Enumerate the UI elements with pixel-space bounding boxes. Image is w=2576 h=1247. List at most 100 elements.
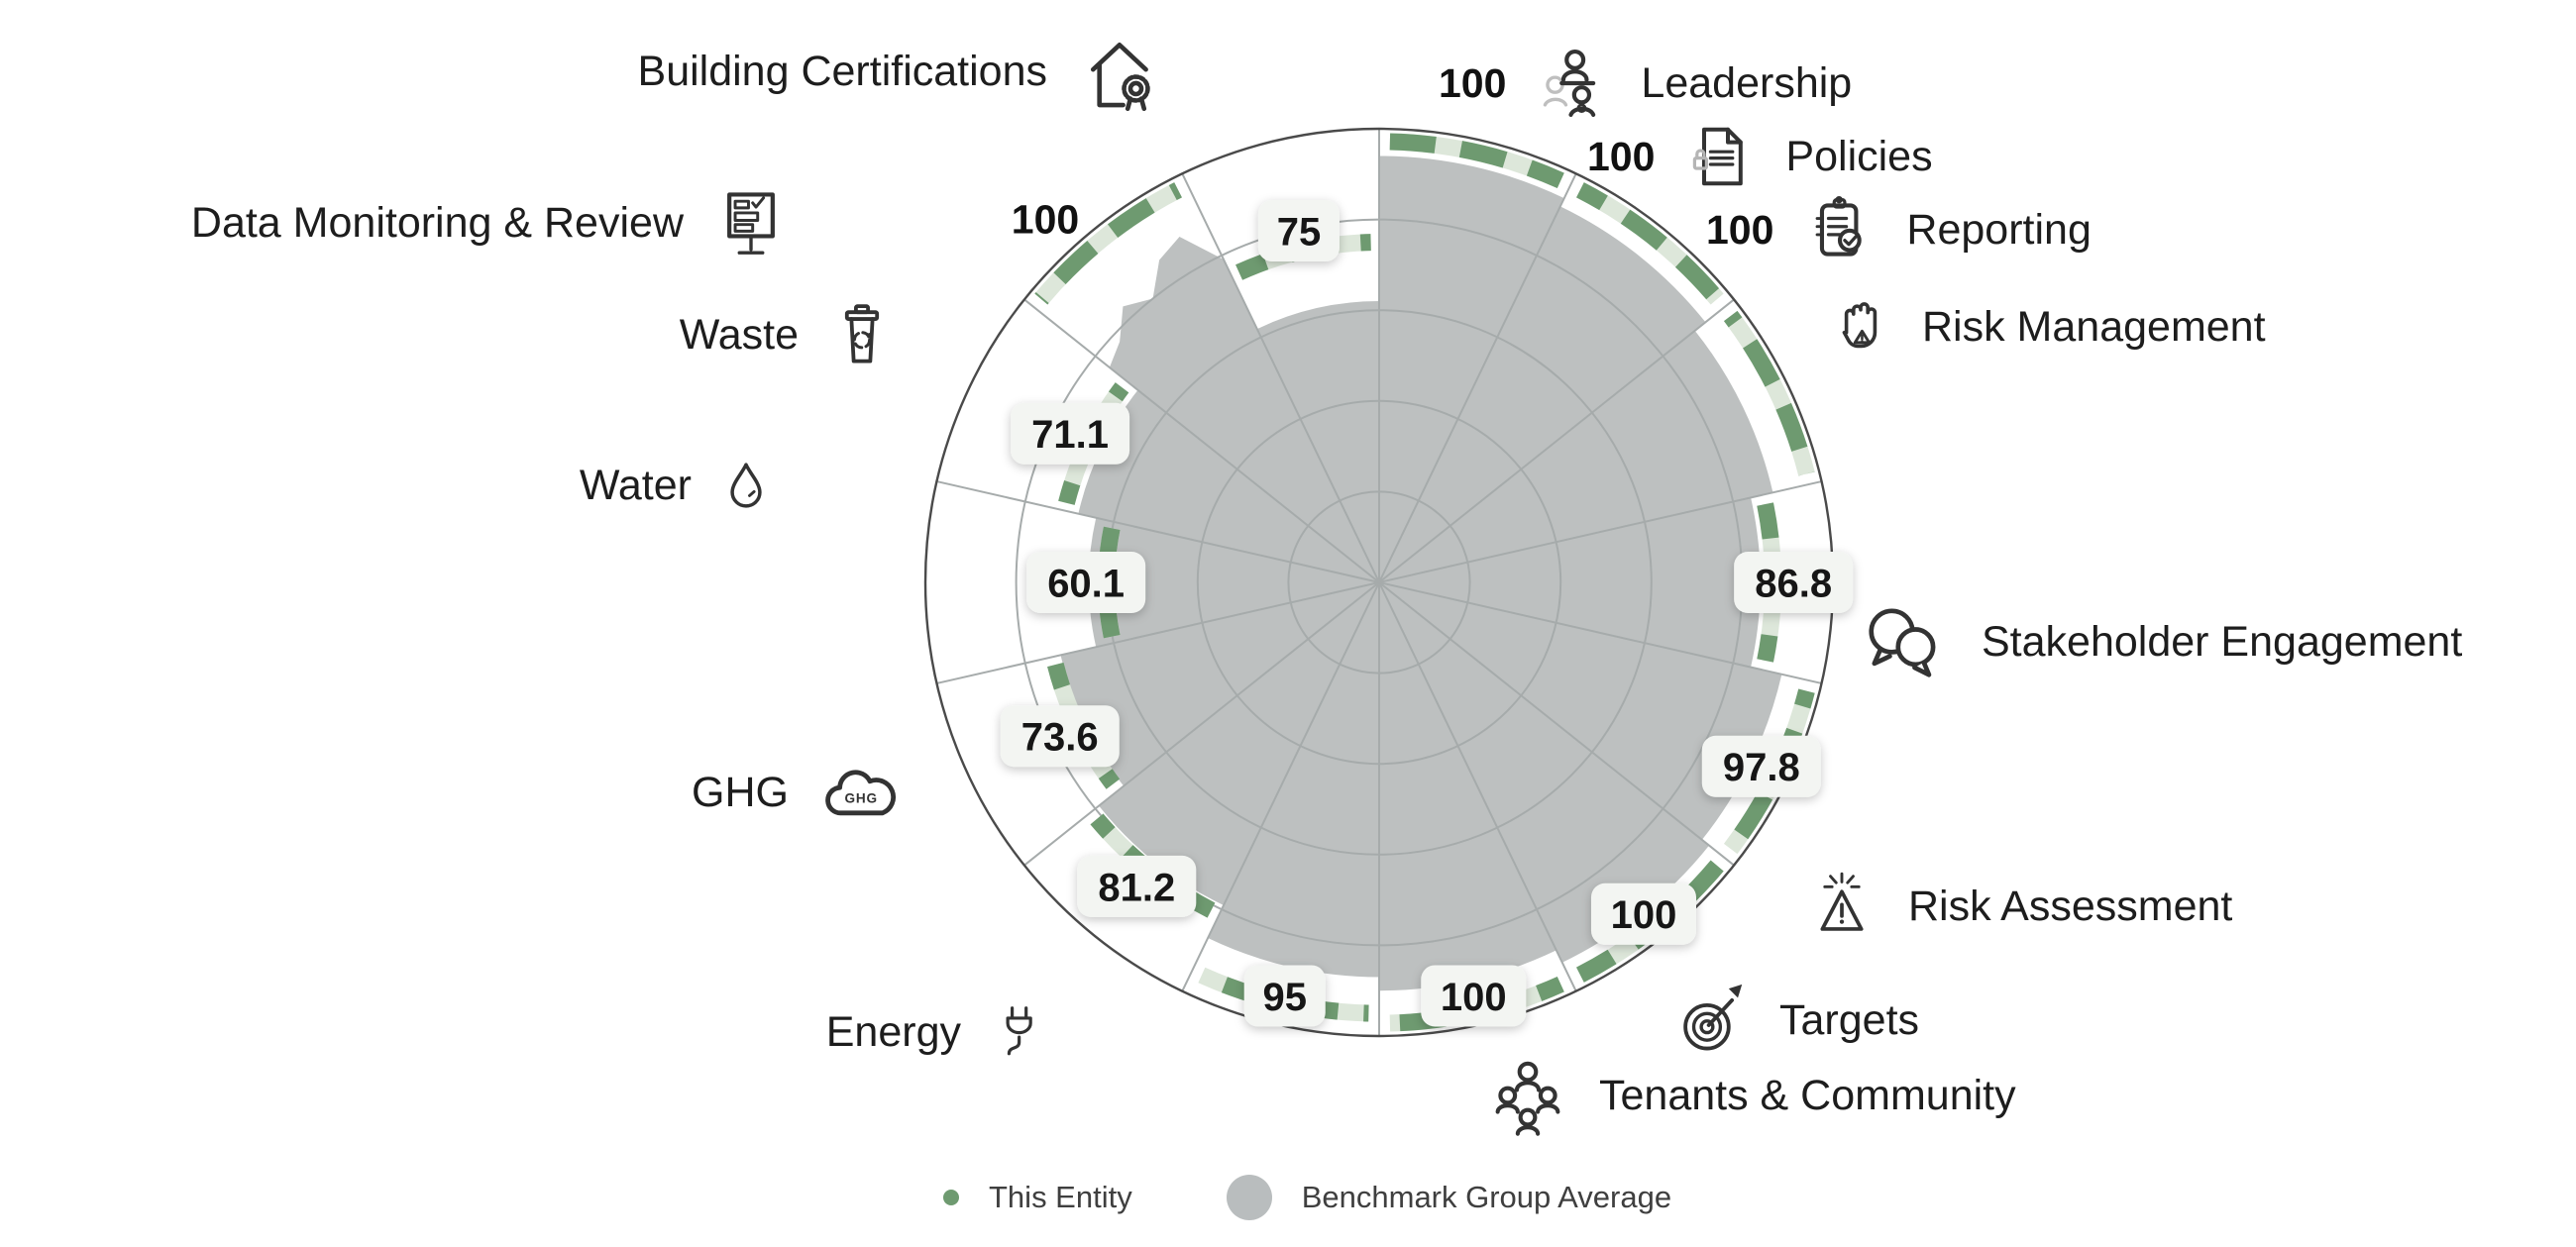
category-row-leadership: 100 Leadership [1439, 42, 1852, 125]
reporting-icon [1799, 189, 1880, 270]
category-row-water: Water [580, 457, 775, 514]
score-chip-value: 81.2 [1098, 866, 1175, 909]
score-chip-value: 60.1 [1047, 562, 1125, 605]
category-row-data-monitoring: Data Monitoring & Review [191, 181, 793, 264]
sector-spoke [1378, 581, 1822, 684]
svg-text:GHG: GHG [845, 790, 878, 805]
benchmark-sector [1379, 582, 1710, 963]
sector-spoke [1181, 172, 1380, 583]
score-chip: 95 [1243, 965, 1326, 1027]
benchmark-sector [1379, 582, 1782, 840]
entity-score-arc [1098, 526, 1121, 639]
benchmark-sector [1088, 517, 1379, 648]
building-certifications-icon [1073, 26, 1164, 117]
category-label: Risk Assessment [1908, 882, 2233, 930]
legend-item-this-entity: This Entity [943, 1180, 1132, 1215]
stakeholder-engagement-icon [1853, 590, 1956, 693]
risk-management-icon [1825, 291, 1896, 363]
category-label: Policies [1785, 132, 1933, 180]
benchmark-sector [1208, 582, 1379, 978]
score-chip-value: 100 [1441, 976, 1507, 1019]
score-chip-value: 71.1 [1031, 413, 1109, 457]
score-chip-value: 95 [1262, 976, 1307, 1019]
score-chip: 75 [1257, 200, 1340, 262]
legend: This Entity Benchmark Group Average [943, 1175, 1671, 1220]
benchmark-sector [1078, 389, 1379, 582]
benchmark-sector [1379, 330, 1773, 582]
category-score-data-monitoring: 100 [1011, 196, 1080, 243]
sector-spoke [1378, 480, 1822, 583]
score-chip: 71.1 [1011, 402, 1130, 465]
score-chip-value: 97.8 [1723, 746, 1800, 789]
category-row-reporting: 100 Reporting [1706, 189, 2092, 270]
category-label: Energy [825, 1007, 961, 1056]
sector-spoke [1181, 581, 1380, 992]
benchmark-average-dot-icon [1226, 1175, 1272, 1220]
category-label: Reporting [1906, 205, 2092, 254]
score-chip: 81.2 [1077, 855, 1197, 917]
category-score: 100 [1587, 133, 1656, 179]
entity-score-arc-underlay [1723, 310, 1815, 476]
sector-spoke [1023, 298, 1380, 583]
benchmark-sector [1379, 582, 1556, 991]
category-label: GHG [692, 768, 789, 816]
entity-score-arc [1389, 133, 1564, 189]
category-score: 100 [1439, 59, 1507, 106]
score-chip: 60.1 [1026, 552, 1146, 613]
category-row-energy: Energy [826, 1000, 1050, 1064]
category-label: Building Certifications [637, 47, 1047, 95]
category-label: Tenants & Community [1599, 1071, 2016, 1119]
category-label: Risk Management [1922, 302, 2266, 351]
category-label: Targets [1779, 995, 1920, 1044]
category-row-tenants-community: Tenants & Community [1482, 1050, 2016, 1141]
score-chip-value: 100 [1611, 893, 1677, 937]
entity-score-arc-underlay [1034, 182, 1182, 305]
sector-spoke [936, 581, 1380, 684]
policies-icon [1680, 117, 1760, 196]
category-label: Stakeholder Engagement [1982, 617, 2463, 666]
category-label: Leadership [1641, 58, 1853, 107]
targets-icon [1670, 979, 1754, 1062]
score-chip: 100 [1421, 965, 1527, 1027]
category-row-policies: 100 Policies [1587, 117, 1933, 196]
benchmark-sector [1379, 206, 1706, 583]
benchmark-sector [1256, 301, 1379, 582]
entity-score-arc [1723, 688, 1815, 855]
category-row-building-certifications: Building Certifications [638, 26, 1164, 117]
this-entity-dot-icon [943, 1190, 959, 1205]
waste-icon [824, 297, 900, 372]
legend-item-benchmark-average: Benchmark Group Average [1226, 1175, 1672, 1220]
sector-spoke [1378, 298, 1735, 583]
energy-icon [987, 1000, 1050, 1064]
category-row-ghg: GHG GHG [692, 753, 910, 832]
benchmark-sector [1379, 497, 1761, 668]
category-label: Data Monitoring & Review [190, 198, 684, 247]
category-row-risk-assessment: Risk Assessment [1801, 866, 2232, 947]
benchmark-sector [1109, 236, 1379, 582]
category-row-risk-management: Risk Management [1825, 291, 2266, 363]
legend-label: Benchmark Group Average [1301, 1180, 1672, 1214]
data-monitoring-icon [709, 181, 793, 264]
score-chip: 73.6 [1000, 705, 1120, 768]
category-label: Water [579, 461, 692, 509]
sector-spoke [1378, 172, 1577, 583]
water-icon [717, 457, 775, 514]
category-row-waste: Waste [680, 297, 900, 372]
sector-spoke [1378, 581, 1735, 867]
benchmark-sector [1099, 582, 1379, 905]
tenants-community-icon [1482, 1050, 1573, 1141]
category-score: 100 [1706, 206, 1774, 253]
legend-label: This Entity [989, 1180, 1132, 1214]
score-chip: 97.8 [1701, 735, 1821, 797]
benchmark-sector [1060, 582, 1379, 786]
sector-spoke [1378, 581, 1577, 992]
category-row-stakeholder-engagement: Stakeholder Engagement [1853, 590, 2462, 693]
sector-spoke [936, 480, 1380, 583]
score-chip-value: 86.8 [1755, 562, 1832, 605]
ghg-icon: GHG [814, 753, 910, 832]
leadership-icon [1532, 42, 1615, 125]
risk-assessment-icon [1801, 866, 1882, 947]
score-chip: 86.8 [1734, 552, 1854, 613]
